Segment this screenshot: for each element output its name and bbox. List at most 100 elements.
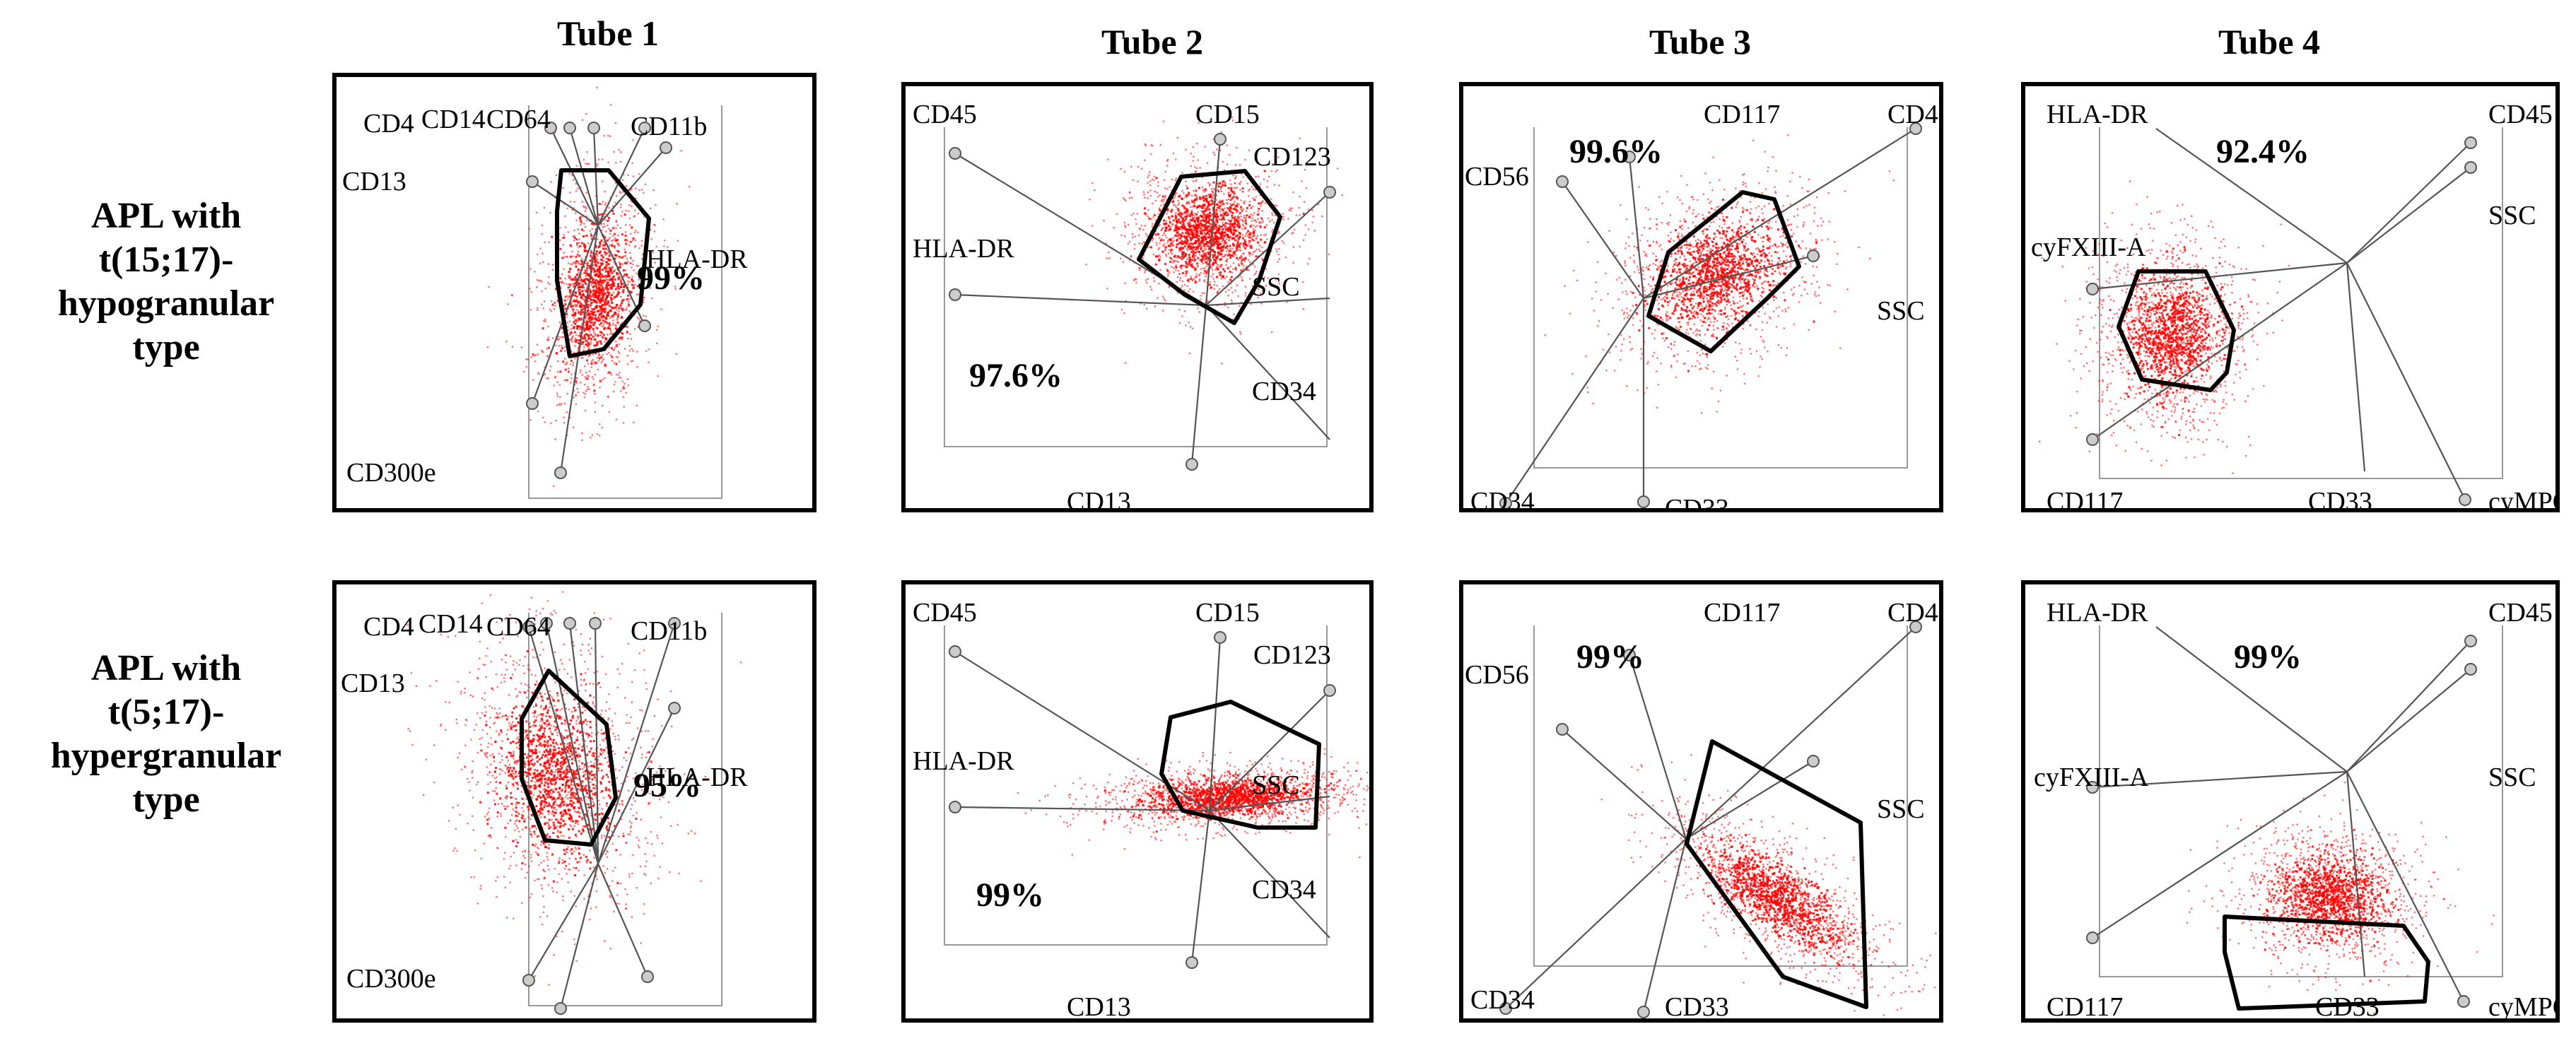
column-title-tube-1: Tube 1 (556, 13, 660, 53)
axis-ssc-marker (1807, 755, 1820, 767)
gate-percentage: 99% (637, 259, 705, 297)
axis-cd34-marker (1499, 1002, 1512, 1015)
axis-ssc (597, 863, 649, 977)
axis-cd117 (2092, 771, 2348, 939)
label-cd13: CD13 (342, 167, 406, 196)
axis-ssc (1643, 254, 1814, 300)
axis-cd14 (568, 623, 599, 864)
label-cd45: CD45 (1887, 598, 1939, 628)
label-ssc: SSC (2488, 763, 2536, 792)
apsplot-panel-r0-t1: CD45 CD15 CD123 HLA-DR SSC CD34 CD13 97.6% (901, 82, 1374, 512)
axis-ssc-marker (1807, 249, 1820, 262)
axis-cympo-marker (2459, 493, 2471, 506)
aps-plot: CD117 CD45 CD56 SSC CD34 CD33 99.6% (1465, 100, 1939, 508)
axis-cd4-marker (544, 122, 557, 134)
axis-ssc-marker (2464, 161, 2477, 174)
label-cd117: CD117 (1704, 598, 1780, 628)
axis-cyfxiii-a (2092, 261, 2348, 290)
axis-hla-dr (2155, 626, 2348, 772)
gate-polygon (1685, 739, 1868, 1009)
axis-cd123-marker (1323, 186, 1336, 199)
population-cloud (2186, 781, 2495, 1014)
axis-cd45-marker (1909, 621, 1922, 633)
population-cloud (406, 591, 742, 986)
axis-cd117 (1628, 654, 1687, 840)
label-cd123: CD123 (1253, 142, 1331, 172)
label-cd123: CD123 (1253, 640, 1331, 670)
population-cloud (1544, 134, 1895, 414)
axis-ssc-marker (638, 319, 651, 332)
plot-frame (528, 105, 722, 499)
gate-percentage: 99.6% (1569, 133, 1663, 170)
axis-hla-dr (597, 707, 675, 864)
label-cd34: CD34 (1470, 985, 1535, 1015)
label-cyfxiii-a: cyFXIII-A (2031, 233, 2146, 262)
axis-cd11b (597, 127, 645, 226)
population-cloud (1600, 754, 1937, 1016)
axis-cd4 (545, 623, 599, 864)
apsplot-panel-r0-t3: HLA-DR CD45 cyFXIII-A SSC CD117 CD33 cyMPO 92.4… (2021, 82, 2560, 512)
apsplot-panel-r1-t1: CD45 CD15 CD123 HLA-DR SSC CD34 CD13 99% (901, 580, 1374, 1023)
axis-cd56-marker (1556, 723, 1569, 736)
axis-cd45-marker (554, 466, 567, 479)
axis-ssc (1685, 760, 1814, 840)
population-cloud (2039, 180, 2290, 474)
axis-cd45-marker (949, 147, 961, 160)
label-cd14: CD14 (421, 105, 486, 134)
gate-percentage: 99% (1576, 638, 1644, 676)
axis-cympo-marker (2457, 995, 2470, 1008)
axis-cd34 (1209, 810, 1330, 939)
label-hla-dr: HLA-DR (646, 763, 748, 792)
label-hla-dr: HLA-DR (913, 234, 1014, 264)
label-cd13: CD13 (341, 669, 405, 698)
plot-frame (1533, 625, 1908, 967)
column-title-tube-4: Tube 4 (2218, 22, 2321, 61)
label-ssc: SSC (1252, 770, 1300, 800)
gate-percentage: 95% (633, 767, 701, 804)
label-cd34: CD34 (1470, 487, 1535, 508)
axis-cd33 (1642, 838, 1687, 1013)
axis-cd11b-marker (668, 617, 681, 630)
axis-cd117-marker (1623, 649, 1636, 661)
row-label-line: APL with (90, 648, 242, 688)
label-cd33: CD33 (2308, 487, 2372, 508)
axis-cd45 (2346, 640, 2471, 772)
axis-cd45-marker (1909, 122, 1922, 135)
gate-percentage: 92.4% (2216, 133, 2309, 170)
axis-cd123-marker (1323, 684, 1336, 697)
axis-cd15 (1205, 139, 1222, 306)
label-cd45: CD45 (1887, 100, 1939, 129)
axis-cd45-marker (2464, 136, 2477, 149)
axis-cd45 (2346, 142, 2471, 264)
axis-cd64-marker (587, 122, 600, 134)
plot-frame (2099, 625, 2503, 977)
label-cd300e: CD300e (346, 964, 436, 994)
row-label-line: t(15;17)- (98, 240, 234, 280)
axis-cd34-marker (1499, 497, 1512, 508)
label-cd117: CD117 (2047, 487, 2123, 508)
axis-ssc (1209, 795, 1330, 812)
axis-cd34 (1505, 298, 1644, 504)
aps-plot: CD117 CD45 CD56 SSC CD34 CD33 99% (1465, 598, 1939, 1018)
axis-cd13 (1190, 810, 1211, 963)
plot-frame (1533, 127, 1908, 469)
label-cd4: CD4 (363, 612, 414, 642)
axis-cd45 (559, 863, 599, 1009)
axis-cyfxiii-a (2092, 770, 2348, 789)
apsplot-panel-r1-t0: CD4CD14CD64CD11bCD13HLA-DRCD300eCD45SSC9… (332, 580, 816, 1023)
apsplot-panel-r1-t3: HLA-DR CD45 cyFXIII-A SSC CD117 CD33 cyMPO 99% (2021, 580, 2560, 1023)
apsplot-panel-r0-t0: CD4CD14CD64CD11bCD13HLA-DRCD300eCD45SSC9… (332, 73, 816, 512)
axis-hla-dr (954, 293, 1207, 307)
axis-cd56 (1562, 729, 1687, 840)
axis-cd117-marker (1623, 151, 1636, 163)
axis-hla-dr (954, 806, 1210, 812)
axis-cd11b-marker (638, 122, 651, 134)
label-ssc: SSC (1252, 272, 1300, 302)
row-label-line: APL with (90, 196, 242, 236)
row-label-line: hypogranular (57, 283, 275, 324)
plot-frame (944, 127, 1328, 447)
axis-ssc-marker (2464, 663, 2477, 676)
row-label-line: type (132, 780, 200, 820)
label-cd33: CD33 (2315, 992, 2379, 1018)
gate-polygon (1159, 700, 1321, 830)
